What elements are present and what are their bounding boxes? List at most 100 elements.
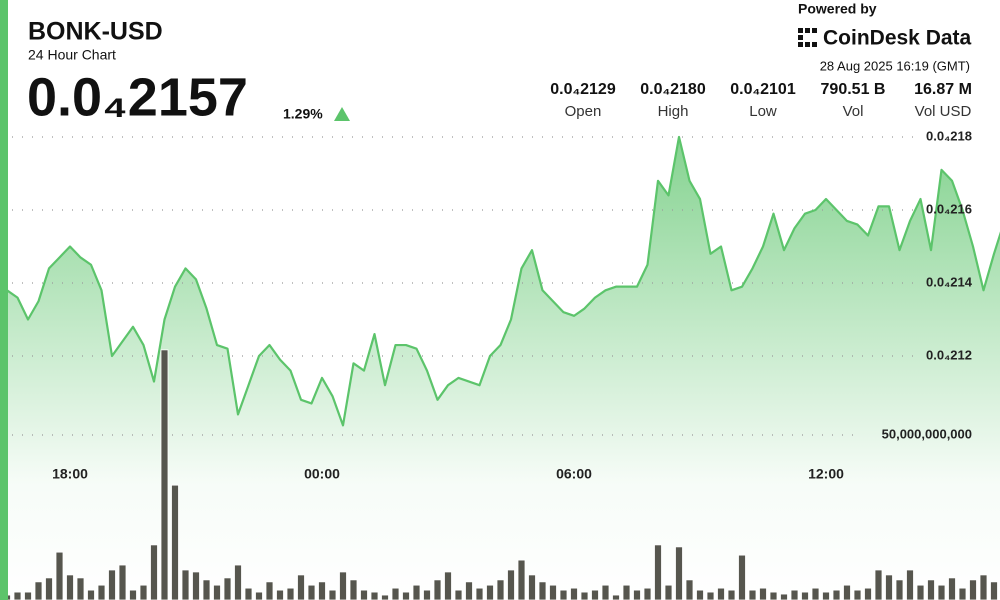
price-area [7,137,1000,600]
volume-bar [874,569,883,600]
volume-bar [948,577,956,600]
stat-figure: 0.0₄2129 [550,81,616,98]
volume-bar [612,594,620,600]
y-tick-label: 0.0₄216 [926,201,972,216]
volume-bar [486,584,494,600]
volume-bar [307,584,316,600]
volume-bar [213,584,221,600]
volume-bar [643,587,652,600]
volume-bar [811,587,820,600]
volume-layer [3,349,998,600]
volume-bar [664,584,673,600]
volume-bar [538,581,547,600]
volume-bar [895,579,904,600]
volume-bar [412,584,421,600]
volume-bar [885,574,893,600]
volume-bar [601,584,610,600]
volume-bar [822,591,830,600]
powered-by: Powered by [798,1,877,17]
volume-bar [139,584,148,600]
volume-bar [937,584,946,600]
volume-bar [76,577,85,600]
volume-bar [958,587,967,600]
volume-bar [475,587,484,600]
x-tick-label: 06:00 [556,466,592,482]
x-tick-label: 18:00 [52,466,88,482]
volume-bar [696,589,704,600]
volume-bar [202,579,211,600]
price-line [6,135,1000,427]
volume-bar [916,584,925,600]
volume-bar [717,587,725,600]
stat-figure: 790.51 B [821,81,886,98]
volume-bar [370,591,379,600]
y-tick-label: 0.0₄218 [926,128,972,143]
volume-bar [832,589,841,600]
volume-bar [150,544,158,600]
volume-bar [66,574,74,600]
brand-logo [798,28,817,47]
volume-bar [622,584,631,600]
volume-bar [979,574,988,600]
volume-bar [633,589,641,600]
volume-bar [454,589,463,600]
volume-bar [759,587,767,600]
stat-figure: 0.0₄2180 [640,81,706,98]
volume-bar [738,554,746,600]
volume-bar [864,587,872,600]
volume-bar [559,589,568,600]
volume-bar [381,594,389,600]
volume-bar [654,544,662,600]
price-change: 1.29% [283,106,323,122]
volume-bar [349,579,358,600]
volume-bar [969,579,977,600]
line-layer [6,135,1000,427]
volume-bar [255,591,263,600]
x-tick-label: 00:00 [304,466,340,482]
brand-name: CoinDesk Data [823,27,972,50]
volume-bar [391,587,400,600]
volume-bar [444,571,452,600]
volume-bar [748,589,757,600]
volume-bar [13,591,22,600]
volume-bar [906,569,914,600]
volume-bar [685,579,694,600]
volume-bar [580,591,589,600]
stat-name: Vol [843,103,864,120]
volume-bar [549,584,557,600]
volume-bar [45,577,53,600]
volume-bar [423,589,431,600]
volume-bar [34,581,43,600]
volume-bar [727,589,736,600]
volume-bar [990,581,998,600]
accent-stripe [0,0,8,600]
volume-bar [507,569,515,600]
chart-title: BONK-USD [28,18,163,46]
volume-bar [496,579,505,600]
stat-figure: 16.87 M [914,81,972,98]
volume-bar [87,589,95,600]
volume-bar [108,569,116,600]
volume-bar [853,589,862,600]
volume-bar [97,584,106,600]
volume-bar [927,579,935,600]
volume-bar [328,589,337,600]
volume-bar [465,581,473,600]
y-tick-label: 0.0₄212 [926,347,972,362]
current-price: 0.0₄2157 [27,67,248,127]
volume-bar [223,577,232,600]
volume-bar [706,591,715,600]
up-arrow [334,107,350,121]
volume-bar [129,589,137,600]
label-layer: 0.0₄212 0.0₄214 0.0₄216 0.0₄218 50,000,000,0… [52,128,973,481]
volume-bar [801,591,809,600]
volume-bar [286,587,295,600]
volume-bar [55,551,64,600]
volume-bar [297,574,305,600]
volume-bar [790,589,799,600]
x-tick-label: 12:00 [808,466,844,482]
volume-bar [118,564,127,600]
y-tick-label: 0.0₄214 [926,274,973,289]
